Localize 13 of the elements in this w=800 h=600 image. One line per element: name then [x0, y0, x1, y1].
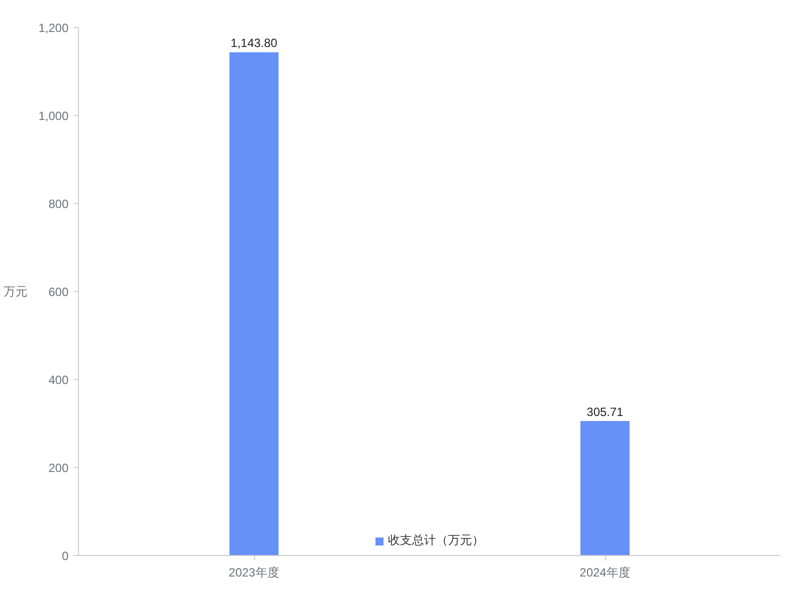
- y-axis-title: 万元: [3, 284, 28, 298]
- x-tick-label: 2024年度: [580, 566, 630, 580]
- y-tick-label: 400: [48, 373, 69, 387]
- y-tick-label: 0: [62, 549, 69, 563]
- y-tick-label: 200: [48, 461, 69, 475]
- y-tick-label: 1,200: [38, 21, 69, 35]
- legend-label: 收支总计（万元）: [388, 532, 484, 549]
- y-tick-label: 1,000: [38, 109, 69, 123]
- y-tick-label: 600: [48, 285, 69, 299]
- y-tick-label: 800: [48, 197, 69, 211]
- data-label: 1,143.80: [230, 36, 278, 50]
- x-tick-label: 2023年度: [228, 566, 280, 580]
- data-label: 305.71: [586, 404, 624, 419]
